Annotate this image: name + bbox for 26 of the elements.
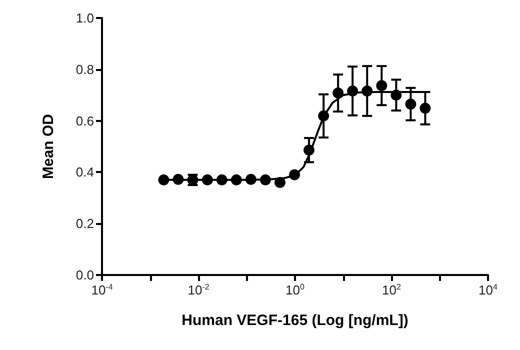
point	[347, 85, 358, 96]
y-tick-label: 0.4	[76, 164, 94, 180]
y-tick-label: 1.0	[76, 10, 94, 26]
point	[289, 169, 300, 180]
y-tick-label: 0.8	[76, 62, 94, 77]
point	[420, 102, 431, 114]
point	[362, 85, 373, 96]
x-axis-title: Human VEGF-165 (Log [ng/mL])	[182, 312, 408, 329]
point	[318, 110, 330, 122]
point	[274, 176, 286, 188]
point	[216, 174, 228, 186]
point	[376, 80, 388, 92]
point	[390, 90, 402, 101]
y-tick-label: 0.2	[76, 216, 94, 232]
y-tick-label: 0.0	[76, 268, 94, 282]
y-axis-title: Mean OD	[40, 114, 57, 180]
point	[245, 174, 256, 185]
point	[332, 88, 344, 99]
point	[304, 144, 314, 156]
point	[260, 174, 271, 186]
point	[405, 98, 416, 110]
point	[172, 174, 184, 185]
point	[230, 174, 242, 186]
y-tick-label: 0.6	[76, 113, 94, 128]
point	[202, 174, 213, 186]
point	[158, 174, 170, 186]
